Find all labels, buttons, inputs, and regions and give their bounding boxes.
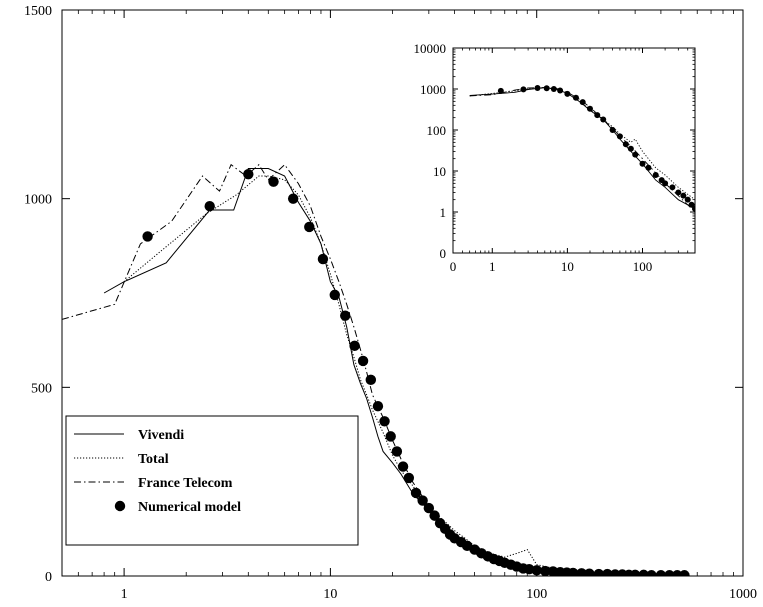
main-marker-point [655,570,667,576]
inset-marker-point [594,112,601,119]
main-marker-point [391,446,403,457]
main-marker-point [531,565,542,576]
main-marker-point [372,401,384,412]
inset-marker-point [627,145,634,152]
main-marker-point [417,495,428,506]
inset-marker-point [684,196,691,203]
inset-marker-point [652,171,659,178]
main-marker-point [329,289,340,301]
inset-series-line-dashdot [469,87,695,213]
inset-marker-point [675,189,682,196]
legend-label: Total [138,452,169,467]
main-marker-point [429,510,440,521]
inset-marker-point [557,87,564,94]
inset-marker-point [609,127,616,133]
main-y-tick-label: 500 [31,381,52,396]
inset-marker-point [543,85,550,92]
main-series-line-dotted [123,175,681,575]
inset-marker-point [586,105,593,112]
main-marker-point [349,340,360,352]
inset-y-tick-label: 0 [440,246,447,261]
inset-marker-point [692,205,695,212]
main-marker-point [142,231,153,242]
main-y-tick-label: 1500 [24,4,52,19]
main-marker-point [576,568,587,576]
inset-y-tick-label: 1 [440,205,447,220]
main-marker-point [403,472,415,484]
inset-x-tick-label: 10 [561,259,574,274]
main-marker-point [540,565,551,576]
inset-marker-point [669,184,676,191]
inset-marker-point [662,180,669,187]
inset-marker-point [688,201,695,208]
main-marker-point [602,568,613,576]
inset-marker-point [579,99,586,106]
main-marker-point [584,568,595,576]
main-marker-point [410,487,422,499]
main-x-tick-label: 10 [323,587,337,602]
main-series-group [62,163,690,576]
inset-marker-point [564,90,571,97]
main-marker-point [379,416,390,427]
inset-y-tick-label: 1000 [420,82,446,97]
main-x-tick-label: 1 [121,587,128,602]
inset-marker-point [639,160,646,167]
inset-marker-point [680,192,687,199]
main-x-tick-label: 1000 [729,587,757,602]
main-marker-point [629,569,641,576]
main-x-tick-label: 100 [526,587,547,602]
main-marker-point [593,568,605,576]
inset-marker-point [550,86,557,92]
inset-series-line-solid [469,87,695,210]
inset-marker-point [497,87,504,94]
inset-y-tick-label: 10 [433,164,446,179]
inset-y-tick-label: 100 [427,123,447,138]
main-marker-point [385,431,396,442]
main-marker-point [664,570,675,576]
main-marker-point [638,569,649,576]
inset-marker-point [622,141,629,148]
legend-label: Numerical model [138,500,241,515]
legend-box [65,415,359,546]
inset-x-tick-label: 0 [450,259,457,274]
legend-label: Vivendi [138,428,184,443]
main-y-tick-label: 1000 [24,193,52,208]
inset-x-tick-label: 1 [489,259,496,274]
legend-label: France Telecom [138,476,233,491]
inset-marker-point [616,133,623,140]
main-marker-point [567,567,579,576]
main-marker-point [287,193,299,204]
inset-marker-point [632,151,639,158]
main-marker-point [204,201,215,212]
main-marker-point [646,570,657,576]
main-marker-point [243,168,254,180]
main-marker-point [679,570,690,576]
main-marker-point [340,310,351,321]
legend: Vivendi Total France Telecom Numerical mode… [65,415,359,546]
main-marker-point [365,374,377,385]
main-marker-point [357,355,369,367]
main-marker-point [304,221,315,233]
main-marker-point [268,176,279,187]
main-marker-point [317,253,329,265]
inset-series-group [469,84,695,213]
inset-marker-point [645,164,652,171]
main-series-line-dashdot [62,163,681,575]
inset-marker-point [572,94,579,101]
inset-marker-point [600,116,607,123]
inset-y-tick-label: 10000 [414,41,447,56]
inset-marker-point [534,84,541,91]
inset-x-tick-label: 100 [633,259,653,274]
main-plot-frame [61,9,744,577]
inset-plot-frame [452,47,696,254]
main-y-tick-label: 0 [45,570,52,585]
main-marker-point [397,461,409,472]
inset-marker-point [520,86,527,93]
main-marker-point [423,502,435,514]
inset-series-line-dotted [469,87,695,201]
legend-symbol-markers [114,500,126,512]
